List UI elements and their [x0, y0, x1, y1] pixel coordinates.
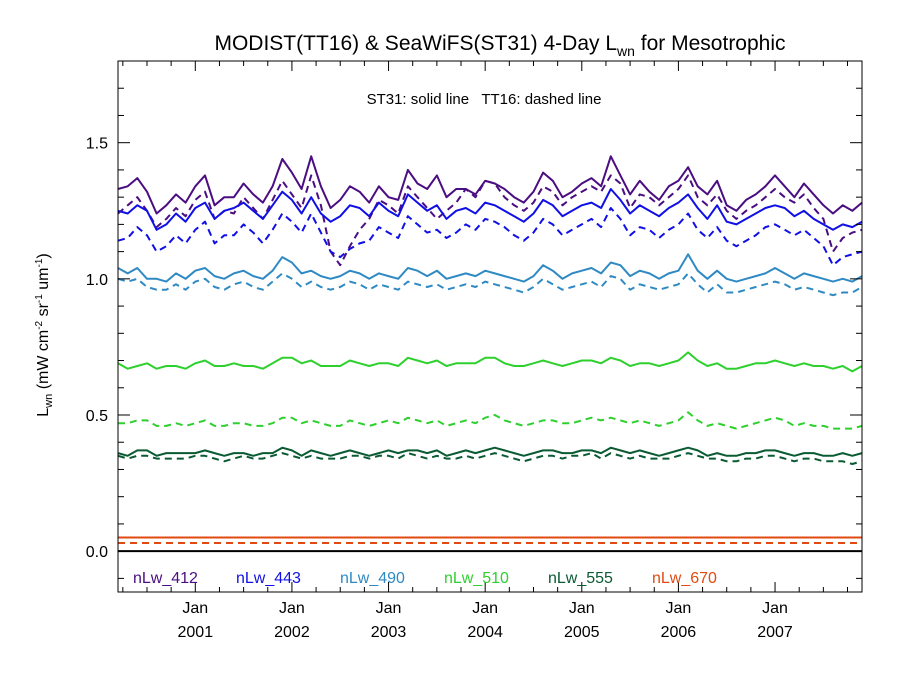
series-line-nlw-555-solid: [117, 446, 863, 457]
series-line-nlw-443-solid: [117, 188, 863, 231]
axes: 0.0 0.5 1.0 1.5 Jan 2001 Jan 2002 Jan 2003 Jan 2004…: [86, 60, 863, 641]
chart-title-main: MODIST(TT16) & SeaWiFS(ST31) 4-Day L: [214, 32, 617, 55]
chart-title-subscript: wn: [616, 43, 635, 59]
y-axis-label: Lwn (mW cm-2 sr-1 um-1): [34, 253, 55, 416]
x-tick-label-year: 2001: [178, 624, 214, 641]
y-axis-label-exp-2: -1: [34, 294, 45, 303]
y-axis-label-mid-2: um: [35, 268, 52, 295]
x-tick-label-year: 2003: [371, 624, 407, 641]
x-tick-label-month: Jan: [569, 600, 595, 617]
x-tick-label-year: 2005: [564, 624, 600, 641]
y-tick-label: 0.5: [86, 408, 108, 425]
legend-item-nlw-490: nLw_490: [340, 570, 405, 587]
chart-title-tail: for Mesotrophic: [635, 32, 786, 55]
series-line-nlw-490-solid: [117, 253, 863, 283]
plot-area: [117, 155, 863, 553]
x-tick-label-month: Jan: [182, 600, 208, 617]
legend-item-nlw-412: nLw_412: [133, 570, 198, 587]
y-tick-label: 0.0: [86, 544, 108, 561]
legend-item-nlw-443: nLw_443: [236, 570, 301, 587]
y-axis-label-units-open: (mW cm: [35, 330, 52, 394]
legend-item-nlw-670: nLw_670: [652, 570, 717, 587]
x-tick-label-month: Jan: [376, 600, 402, 617]
y-axis-label-units-close: ): [35, 253, 52, 258]
series-line-nlw-510-solid: [117, 351, 863, 373]
legend-item-nlw-555: nLw_555: [548, 570, 613, 587]
y-axis-label-mid-1: sr: [35, 302, 52, 320]
legend-item-nlw-510: nLw_510: [444, 570, 509, 587]
series-line-nlw-412-dashed: [117, 174, 863, 267]
x-tick-label-month: Jan: [279, 600, 305, 617]
y-axis-label-exp-3: -1: [34, 258, 45, 267]
x-tick-label-month: Jan: [472, 600, 498, 617]
x-tick-label-year: 2007: [757, 624, 793, 641]
y-axis-label-base: L: [35, 408, 52, 417]
chart-title: MODIST(TT16) & SeaWiFS(ST31) 4-Day Lwn f…: [214, 32, 785, 59]
y-tick-label: 1.0: [86, 272, 108, 289]
x-tick-label-month: Jan: [762, 600, 788, 617]
legend: nLw_412 nLw_443 nLw_490 nLw_510 nLw_555 nLw_6…: [133, 570, 717, 587]
y-tick-label: 1.5: [86, 136, 108, 153]
series-line-nlw-555-dashed: [117, 452, 863, 465]
x-tick-label-year: 2004: [467, 624, 503, 641]
x-tick-label-year: 2006: [661, 624, 697, 641]
series-line-nlw-443-dashed: [117, 207, 863, 267]
y-axis-label-exp-1: -2: [34, 320, 45, 329]
plot-frame: [117, 60, 863, 593]
y-axis-label-base-sub: wn: [43, 394, 55, 409]
x-tick-label-month: Jan: [666, 600, 692, 617]
x-tick-label-year: 2002: [274, 624, 310, 641]
line-style-annotation: ST31: solid line TT16: dashed line: [367, 91, 602, 108]
